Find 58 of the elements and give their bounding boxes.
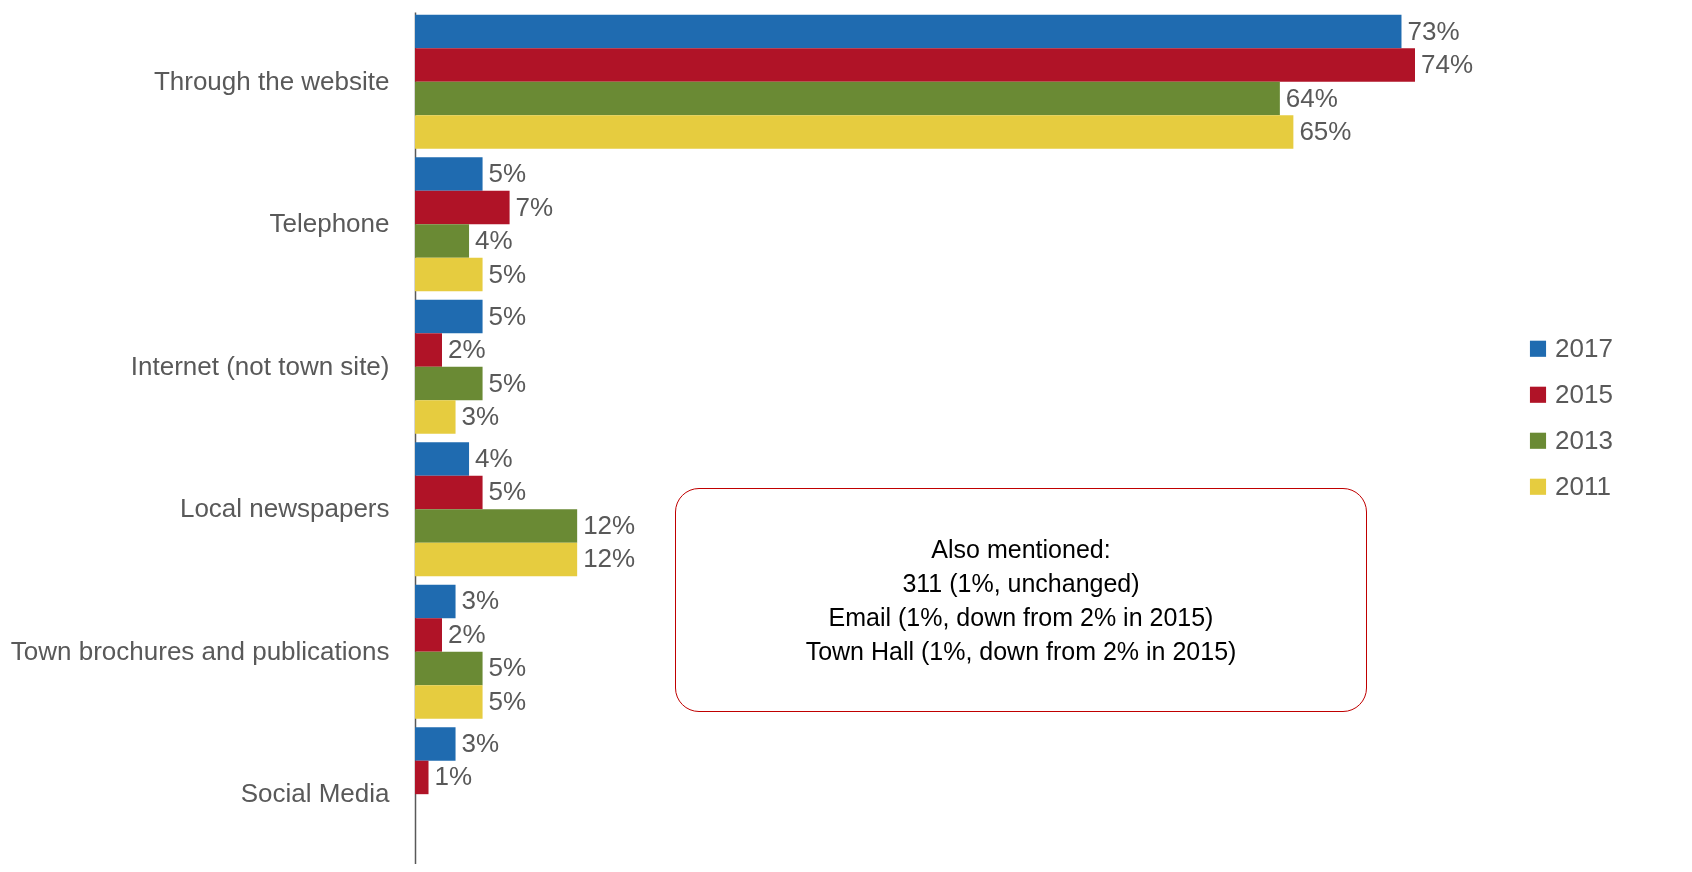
bar xyxy=(415,400,456,434)
data-label: 5% xyxy=(488,367,527,398)
data-label: 2% xyxy=(448,618,486,649)
data-label: 3% xyxy=(461,585,500,616)
bar xyxy=(415,584,456,619)
bar xyxy=(415,618,443,652)
data-label: 4% xyxy=(475,443,513,474)
legend-label: 2013 xyxy=(1555,424,1613,455)
bar xyxy=(415,727,456,761)
data-label: 74% xyxy=(1421,49,1474,80)
annotation: Town Hall (1%, down from 2% in 2015) xyxy=(805,636,1237,667)
data-label: 3% xyxy=(461,400,500,431)
data-label: 12% xyxy=(583,543,636,574)
data-label: 5% xyxy=(488,476,527,507)
bar xyxy=(415,442,470,476)
bar xyxy=(415,475,483,510)
bar xyxy=(415,651,483,686)
data-label: 2% xyxy=(448,334,486,365)
data-label: 12% xyxy=(583,509,636,540)
annotation: 311 (1%, unchanged) xyxy=(902,568,1140,599)
legend-label: 2011 xyxy=(1555,470,1611,501)
legend-label: 2017 xyxy=(1555,332,1613,363)
data-label: 5% xyxy=(488,158,527,189)
annotation: Also mentioned: xyxy=(931,534,1111,565)
data-label: 5% xyxy=(488,258,527,289)
bar xyxy=(415,542,578,577)
data-label: 5% xyxy=(488,685,527,716)
legend-label: 2015 xyxy=(1555,378,1613,409)
data-label: 1% xyxy=(434,761,473,792)
data-label: 65% xyxy=(1299,116,1352,147)
y-tick-label: Internet (not town site) xyxy=(130,350,390,381)
bar xyxy=(415,257,483,292)
y-tick-label: Town brochures and publications xyxy=(10,635,390,666)
data-label: 3% xyxy=(461,727,500,758)
y-tick-label: Social Media xyxy=(240,778,391,809)
bar xyxy=(415,81,1280,116)
bar xyxy=(415,299,483,334)
bar xyxy=(415,509,578,543)
data-label: 64% xyxy=(1285,82,1338,113)
data-label: 5% xyxy=(488,652,527,683)
y-tick-label: Through the website xyxy=(153,65,390,96)
bar xyxy=(415,685,483,719)
bar xyxy=(415,48,1415,82)
data-label: 7% xyxy=(515,191,554,222)
bar xyxy=(415,333,443,367)
bar xyxy=(415,14,1402,49)
bar xyxy=(415,190,510,225)
bar xyxy=(415,115,1294,149)
data-label: 73% xyxy=(1407,15,1460,46)
annotation: Email (1%, down from 2% in 2015) xyxy=(828,602,1214,633)
data-label: 5% xyxy=(488,300,527,331)
bar xyxy=(415,760,429,795)
y-tick-label: Local newspapers xyxy=(179,493,390,524)
bar xyxy=(415,157,483,191)
y-tick-label: Telephone xyxy=(269,208,390,239)
bar xyxy=(415,224,470,258)
bar xyxy=(415,366,483,401)
data-label: 4% xyxy=(475,225,513,256)
